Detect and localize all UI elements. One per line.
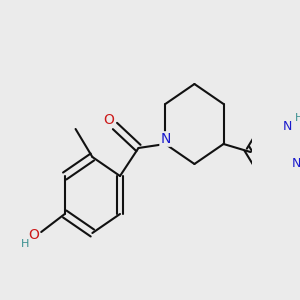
Text: N: N <box>283 120 292 133</box>
Text: H: H <box>295 113 300 123</box>
Text: N: N <box>291 157 300 169</box>
Text: O: O <box>103 113 114 127</box>
Text: N: N <box>160 132 170 146</box>
Text: H: H <box>21 239 29 249</box>
Text: O: O <box>28 228 39 242</box>
